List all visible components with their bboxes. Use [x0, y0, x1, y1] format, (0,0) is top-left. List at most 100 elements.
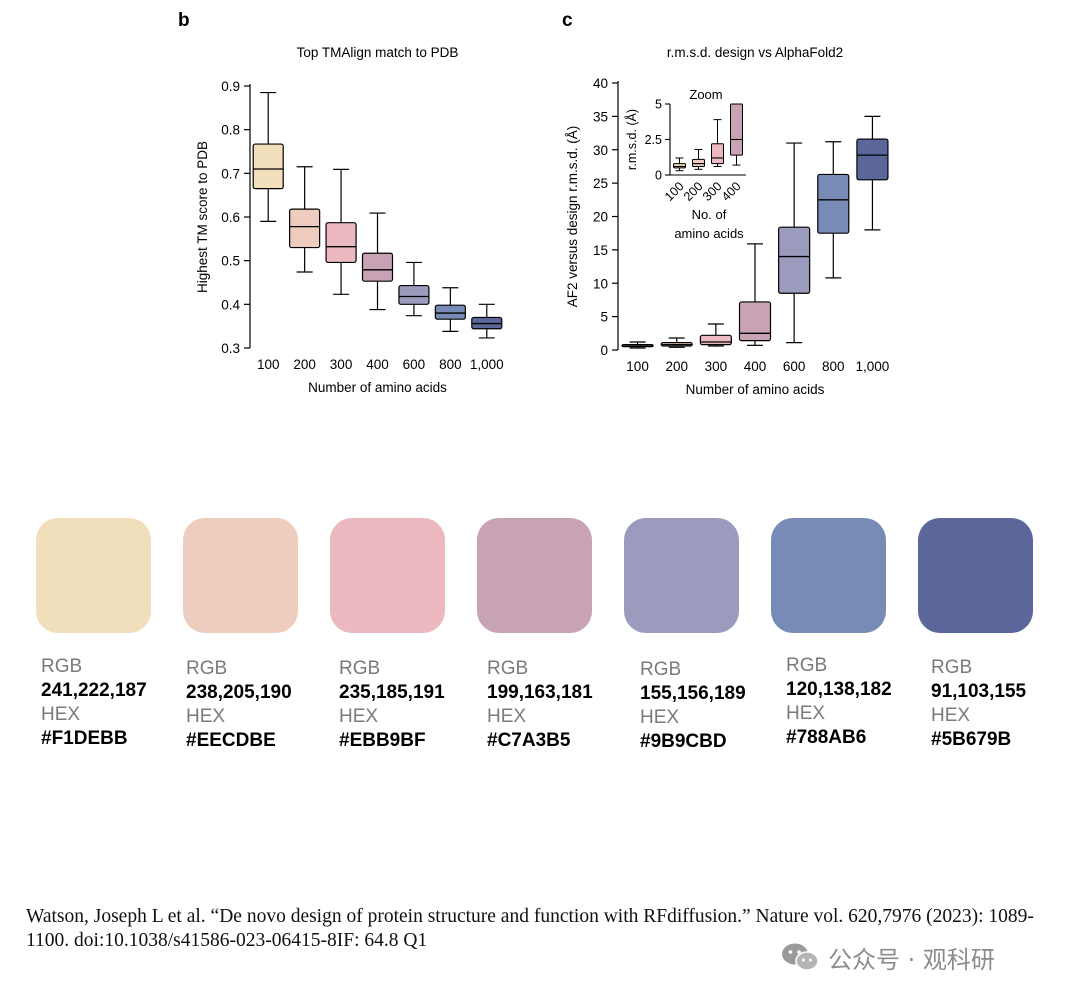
hex-value: #9B9CBD — [640, 731, 727, 752]
rgb-value: 120,138,182 — [786, 679, 892, 700]
x-tick-label: 600 — [403, 357, 426, 372]
color-swatch — [183, 518, 298, 633]
box-400 — [361, 212, 394, 311]
box-iqr — [325, 222, 357, 264]
hex-label: HEX — [339, 706, 379, 727]
y-tick-label: 25 — [593, 176, 608, 191]
inset-box-iqr — [711, 143, 724, 165]
rgb-label: RGB — [931, 657, 973, 678]
y-tick-label: 20 — [593, 210, 608, 225]
hex-value: #788AB6 — [786, 727, 867, 748]
inset-x-tick-label: 400 — [719, 179, 744, 204]
y-tick-label: 0.7 — [221, 166, 240, 181]
rgb-value: 199,163,181 — [487, 682, 593, 703]
box-600 — [778, 142, 811, 344]
hex-value: #EBB9BF — [339, 730, 426, 751]
box-200 — [660, 337, 693, 348]
box-iqr — [434, 304, 466, 320]
chart-title: Top TMAlign match to PDB — [297, 45, 459, 60]
inset-box-100 — [673, 157, 686, 172]
chart-title: r.m.s.d. design vs AlphaFold2 — [667, 45, 843, 60]
y-tick-label: 0.8 — [221, 123, 240, 138]
rgb-label: RGB — [640, 659, 682, 680]
x-tick-label: 200 — [665, 359, 688, 374]
x-tick-label: 1,000 — [856, 359, 890, 374]
inset-y-label: r.m.s.d. (Å) — [624, 109, 639, 170]
box-400 — [738, 243, 772, 346]
hex-label: HEX — [487, 706, 527, 727]
hex-label: HEX — [786, 703, 826, 724]
box-iqr — [252, 143, 284, 190]
inset-y-tick-label: 5 — [655, 98, 662, 112]
y-axis-label: AF2 versus design r.m.s.d. (Å) — [565, 126, 580, 308]
x-tick-label: 300 — [330, 357, 353, 372]
color-swatch — [918, 518, 1033, 633]
x-tick-label: 400 — [744, 359, 767, 374]
charts-canvas: b Top TMAlign match to PDB 0.3 0.4 0.5 0.6 0.7… — [178, 10, 889, 397]
x-tick-label: 800 — [822, 359, 845, 374]
swatch-info: RGB 199,163,181 HEX #C7A3B5 — [487, 657, 593, 753]
rgb-label: RGB — [41, 656, 83, 677]
hex-label: HEX — [931, 705, 971, 726]
swatch-info: RGB 91,103,155 HEX #5B679B — [931, 656, 1026, 752]
inset-box-iqr — [730, 103, 743, 156]
box-iqr — [856, 138, 889, 181]
swatch-info: RGB 241,222,187 HEX #F1DEBB — [41, 655, 147, 751]
box-300 — [325, 168, 357, 295]
color-swatch — [477, 518, 592, 633]
box-iqr — [778, 226, 811, 294]
box-800 — [817, 141, 850, 279]
rgb-label: RGB — [487, 658, 529, 679]
inset-x-label-line1: No. of — [692, 207, 727, 222]
box-iqr — [361, 252, 394, 282]
rgb-value: 155,156,189 — [640, 683, 746, 704]
hex-label: HEX — [41, 704, 81, 725]
y-tick-label: 40 — [593, 76, 608, 91]
chart-panel-c: c r.m.s.d. design vs AlphaFold2 0 5 10 15 20 25… — [562, 10, 889, 397]
watermark: 公众号 · 观科研 — [780, 940, 995, 974]
y-axis-label: Highest TM score to PDB — [195, 141, 210, 293]
box-iqr — [289, 208, 321, 249]
rgb-value: 238,205,190 — [186, 682, 292, 703]
swatch-info: RGB 235,185,191 HEX #EBB9BF — [339, 657, 445, 753]
box-iqr — [817, 173, 850, 234]
box-iqr — [398, 284, 430, 305]
box-100 — [621, 341, 654, 349]
citation-text: Watson, Joseph L et al. “De novo design … — [26, 906, 1034, 951]
hex-value: #F1DEBB — [41, 728, 128, 749]
inset-x-label-line2: amino acids — [674, 226, 744, 241]
rgb-value: 91,103,155 — [931, 681, 1027, 702]
x-tick-label: 600 — [783, 359, 806, 374]
y-tick-label: 10 — [593, 276, 608, 291]
inset-box-400 — [730, 103, 743, 166]
y-tick-label: 0 — [600, 343, 608, 358]
swatch-info: RGB 120,138,182 HEX #788AB6 — [786, 654, 892, 750]
x-tick-label: 100 — [257, 357, 280, 372]
x-tick-label: 1,000 — [470, 357, 504, 372]
rgb-label: RGB — [339, 658, 381, 679]
box-800 — [434, 287, 466, 333]
y-tick-label: 0.6 — [221, 210, 240, 225]
y-tick-label: 5 — [600, 310, 608, 325]
inset-box-200 — [692, 148, 705, 170]
y-tick-label: 15 — [593, 243, 608, 258]
x-tick-label: 300 — [705, 359, 728, 374]
rgb-value: 235,185,191 — [339, 682, 445, 703]
x-tick-label: 100 — [626, 359, 649, 374]
hex-label: HEX — [186, 706, 226, 727]
hex-value: #C7A3B5 — [487, 730, 571, 751]
box-300 — [699, 323, 732, 347]
chart-panel-b: b Top TMAlign match to PDB 0.3 0.4 0.5 0.6 0.7… — [178, 10, 504, 395]
color-swatch — [624, 518, 739, 633]
rgb-label: RGB — [186, 658, 228, 679]
x-axis-label: Number of amino acids — [686, 382, 825, 397]
inset-box-iqr — [673, 163, 686, 169]
hex-label: HEX — [640, 707, 680, 728]
x-axis-label: Number of amino acids — [308, 380, 447, 395]
x-tick-label: 800 — [439, 357, 462, 372]
color-swatch — [771, 518, 886, 633]
inset-box-300 — [711, 119, 724, 167]
box-600 — [398, 261, 430, 317]
color-swatch — [330, 518, 445, 633]
box-iqr — [738, 301, 772, 342]
